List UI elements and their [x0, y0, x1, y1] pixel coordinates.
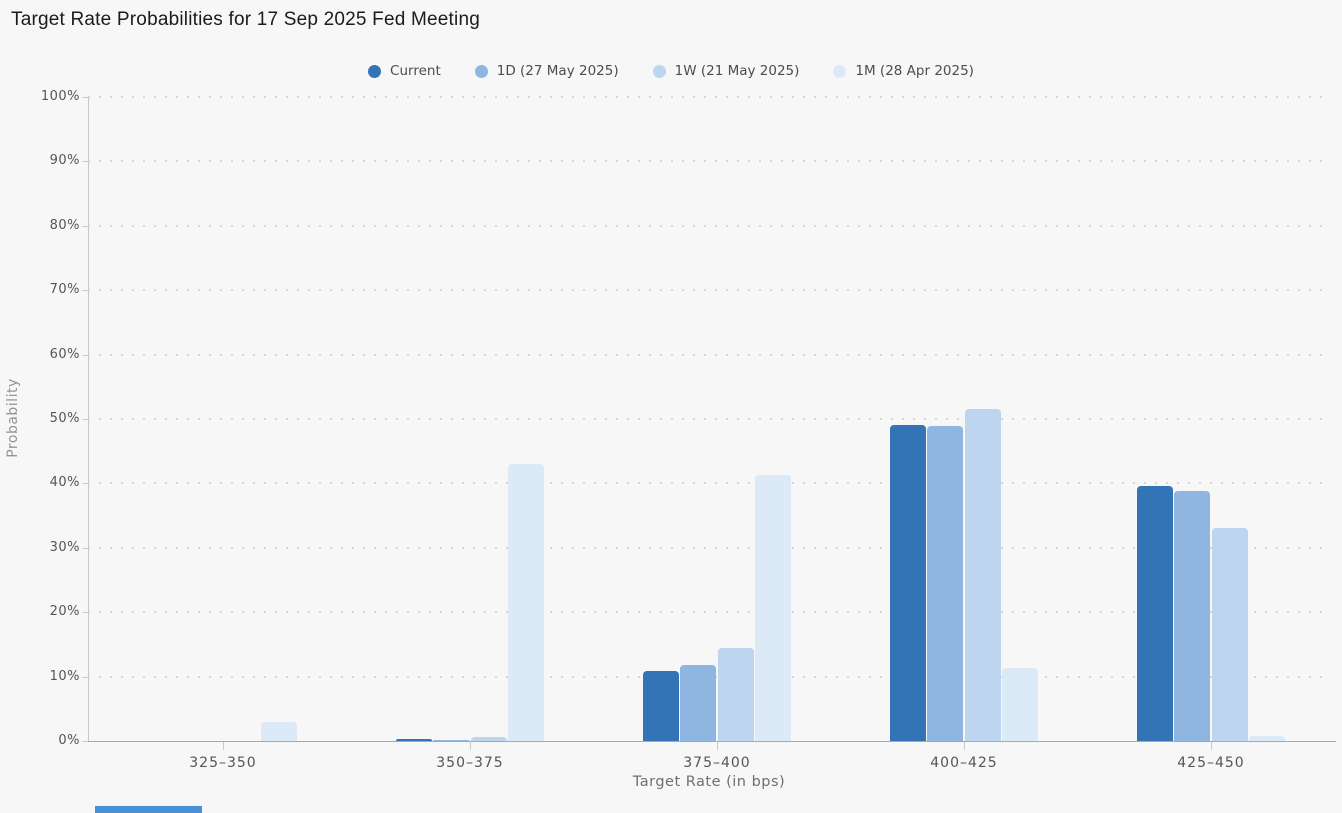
bar-1m-375–400[interactable] [755, 475, 792, 741]
gridline-90% [88, 160, 1330, 163]
bar-1w-350–375[interactable] [470, 737, 507, 741]
plot-area [88, 96, 1330, 741]
gridline-70% [88, 289, 1330, 292]
gridline-20% [88, 611, 1330, 614]
y-axis-title: Probability [5, 378, 21, 458]
bar-1d-375–400[interactable] [680, 665, 717, 741]
bar-current-350–375[interactable] [395, 739, 432, 741]
legend-item-current[interactable]: Current [368, 63, 441, 79]
y-tick-label: 70% [49, 282, 80, 298]
legend-marker-dot [474, 64, 488, 78]
bar-1w-375–400[interactable] [717, 647, 754, 741]
x-category-label: 375–400 [683, 755, 751, 771]
y-tick-mark [82, 483, 88, 485]
gridline-50% [88, 418, 1330, 420]
gridline-100% [88, 96, 1330, 98]
legend-item-label: Current [390, 63, 441, 79]
legend-item-label: 1W (21 May 2025) [674, 63, 800, 79]
x-tick-mark [964, 742, 965, 750]
bar-1d-400–425[interactable] [927, 426, 964, 741]
y-tick-label: 100% [40, 89, 80, 104]
bar-1m-400–425[interactable] [1002, 668, 1039, 741]
legend-marker-dot [833, 64, 847, 78]
gridline-40% [88, 482, 1330, 485]
x-tick-mark [717, 742, 718, 750]
bar-current-425–450[interactable] [1136, 485, 1173, 741]
y-tick-label: 10% [49, 668, 80, 684]
y-tick-mark [82, 290, 88, 292]
x-category-label: 425–450 [1177, 755, 1245, 771]
bar-1d-425–450[interactable] [1174, 491, 1211, 741]
bar-1m-350–375[interactable] [508, 464, 545, 741]
bar-current-400–425[interactable] [889, 425, 926, 741]
bar-current-375–400[interactable] [642, 670, 679, 741]
x-category-label: 350–375 [436, 755, 504, 771]
x-category-label: 400–425 [930, 755, 998, 771]
y-tick-mark [82, 547, 88, 549]
bar-1m-325–350[interactable] [261, 722, 298, 741]
chart-title: Target Rate Probabilities for 17 Sep 202… [11, 9, 480, 30]
y-tick-mark [82, 741, 88, 742]
x-tick-mark [470, 742, 471, 750]
y-tick-label: 0% [58, 733, 80, 748]
legend-marker-dot [368, 64, 382, 78]
y-tick-label: 30% [49, 539, 80, 555]
x-tick-mark [223, 742, 224, 750]
bar-1d-350–375[interactable] [433, 739, 470, 741]
chart-legend: Current 1D (27 May 2025) 1W (21 May 2025) 1… [0, 61, 1342, 81]
bar-1w-400–425[interactable] [964, 409, 1001, 741]
y-tick-mark [82, 97, 88, 98]
y-tick-mark [82, 354, 88, 356]
y-tick-label: 40% [49, 475, 80, 491]
y-tick-label: 60% [49, 346, 80, 362]
legend-item-1w[interactable]: 1W (21 May 2025) [652, 63, 800, 79]
gridline-60% [88, 353, 1330, 356]
gridline-80% [88, 224, 1330, 227]
legend-item-label: 1M (28 Apr 2025) [855, 63, 974, 79]
x-axis-title: Target Rate (in bps) [632, 774, 786, 790]
bottom-accent-bar [95, 806, 202, 813]
y-tick-label: 50% [49, 411, 80, 426]
bar-1m-425–450[interactable] [1249, 735, 1286, 741]
y-tick-mark [82, 612, 88, 614]
x-tick-mark [1211, 742, 1212, 750]
y-tick-label: 90% [49, 153, 80, 169]
y-tick-mark [82, 161, 88, 163]
bar-1w-425–450[interactable] [1211, 527, 1248, 741]
y-tick-label: 80% [49, 217, 80, 233]
x-category-label: 325–350 [189, 755, 257, 771]
legend-marker-dot [652, 64, 666, 78]
y-tick-mark [82, 225, 88, 227]
x-axis-baseline [88, 741, 1336, 742]
legend-item-1d[interactable]: 1D (27 May 2025) [474, 63, 619, 79]
legend-item-1m[interactable]: 1M (28 Apr 2025) [833, 63, 974, 79]
gridline-30% [88, 546, 1330, 549]
y-tick-mark [82, 419, 88, 420]
y-tick-mark [82, 676, 88, 678]
legend-item-label: 1D (27 May 2025) [496, 63, 619, 79]
y-tick-label: 20% [49, 604, 80, 620]
